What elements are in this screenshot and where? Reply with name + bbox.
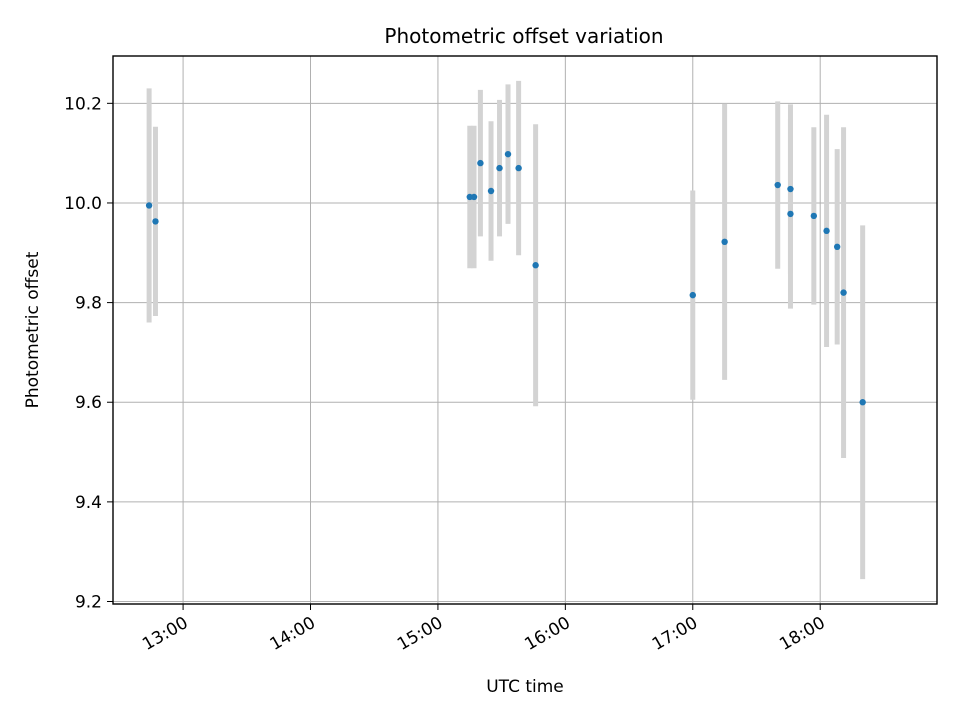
data-point — [787, 185, 794, 193]
y-tick-label: 9.8 — [75, 294, 102, 314]
data-point — [487, 187, 495, 195]
data-point — [721, 238, 728, 246]
y-tick-label: 9.2 — [75, 593, 102, 613]
plot-frame — [112, 55, 938, 605]
y-axis-ticks: 9.2 9.4 9.6 9.8 10.0 10.2 — [64, 94, 113, 613]
data-point — [823, 227, 830, 235]
data-point — [496, 164, 503, 172]
data-point — [145, 202, 153, 209]
data-point — [810, 212, 818, 220]
data-point — [152, 218, 159, 225]
data-point — [470, 193, 478, 201]
data-point — [477, 159, 484, 167]
x-axis-label: UTC time — [486, 677, 564, 697]
data-point — [840, 289, 847, 296]
y-tick-label: 9.6 — [75, 393, 102, 413]
data-point — [532, 262, 539, 269]
chart-title: Photometric offset variation — [384, 24, 663, 48]
data-point — [515, 164, 522, 172]
data-point — [859, 399, 866, 406]
data-point — [689, 291, 696, 299]
data-point — [504, 150, 512, 158]
data-points — [145, 150, 866, 406]
data-point — [787, 210, 794, 218]
data-point — [774, 181, 781, 189]
y-tick-label: 10.0 — [64, 194, 102, 214]
grid — [113, 56, 937, 604]
data-point — [833, 243, 841, 251]
y-tick-label: 9.4 — [75, 493, 102, 513]
y-tick-label: 10.2 — [64, 94, 102, 114]
y-axis-label: Photometric offset — [23, 251, 43, 408]
